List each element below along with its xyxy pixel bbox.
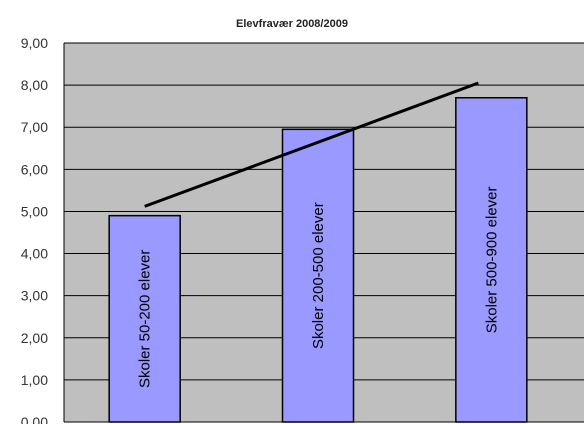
bar [108, 214, 181, 423]
y-tick-label: 8,00 [21, 77, 48, 93]
y-tick-label: 1,00 [21, 372, 48, 388]
bar-category-label: Skoler 50-200 elever [137, 250, 154, 388]
bar [281, 128, 355, 423]
y-tick-label: 2,00 [21, 330, 48, 346]
y-tick-label: 4,00 [21, 246, 48, 262]
y-tick-label: 7,00 [21, 119, 48, 135]
y-tick-label: 3,00 [21, 288, 48, 304]
y-tick-label: 9,00 [21, 35, 48, 51]
y-tick-label: 5,00 [21, 203, 48, 219]
chart-title: Elevfravær 2008/2009 [236, 18, 348, 30]
trend-line [144, 81, 479, 208]
y-tick-label: 0,00 [21, 414, 48, 424]
bar-category-label: Skoler 500-900 elever [483, 186, 500, 333]
bar-category-label: Skoler 200-500 elever [310, 202, 327, 349]
bar [455, 96, 528, 423]
y-tick-label: 6,00 [21, 161, 48, 177]
